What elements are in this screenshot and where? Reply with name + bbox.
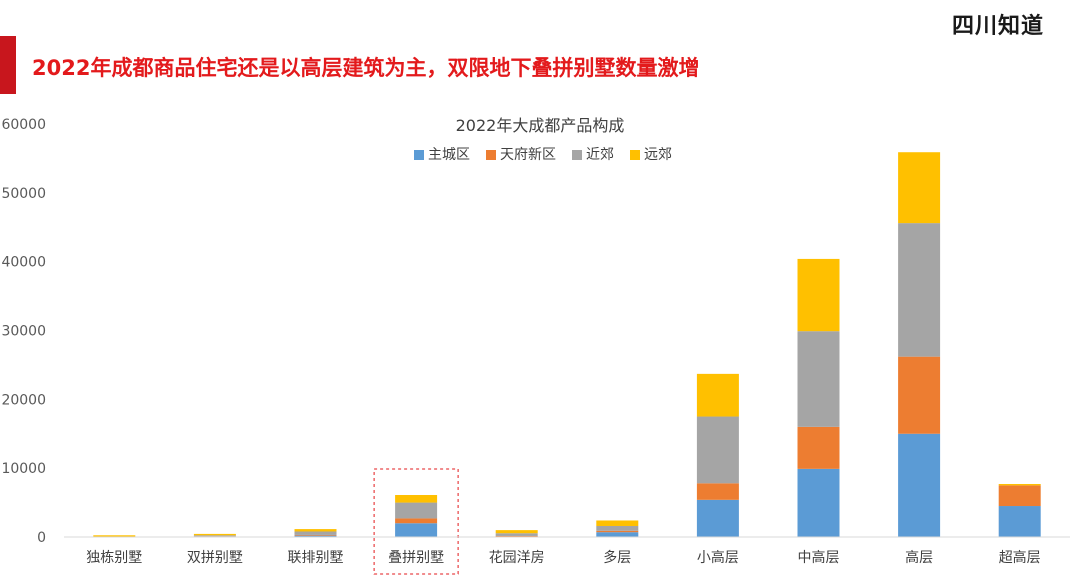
chart-title: 2022年大成都产品构成 — [456, 116, 625, 135]
page-headline: 2022年成都商品住宅还是以高层建筑为主，双限地下叠拼别墅数量激增 — [32, 56, 700, 80]
bar-segment — [596, 532, 639, 537]
x-tick-label: 超高层 — [999, 549, 1041, 566]
bar-segment — [898, 356, 941, 434]
legend-label: 主城区 — [428, 147, 470, 163]
bar-segment — [596, 525, 639, 531]
bar-series — [93, 152, 1041, 575]
bar-segment — [998, 506, 1041, 537]
bar-segment — [898, 152, 941, 224]
bar-segment — [93, 535, 136, 537]
bar-segment — [596, 520, 639, 526]
bar-segment — [696, 499, 739, 537]
bar-segment — [596, 530, 639, 533]
bar-segment — [898, 223, 941, 357]
y-tick-label: 10000 — [1, 461, 46, 477]
logo-text: 四川知道 — [952, 14, 1045, 39]
y-axis: 0 10000 20000 30000 40000 50000 60000 — [1, 117, 46, 546]
y-tick-label: 60000 — [1, 117, 46, 133]
bar-segment — [696, 483, 739, 500]
legend-swatch — [630, 150, 640, 160]
bar-segment — [898, 433, 941, 537]
bar-segment — [495, 535, 538, 537]
bar-segment — [294, 534, 337, 536]
y-tick-label: 40000 — [1, 255, 46, 271]
bar-segment — [696, 373, 739, 417]
legend-label: 天府新区 — [500, 147, 556, 163]
legend-swatch — [572, 150, 582, 160]
y-tick-label: 0 — [37, 530, 46, 546]
bar-segment — [395, 518, 438, 524]
bar-segment — [998, 483, 1041, 486]
x-tick-label: 双拼别墅 — [187, 550, 243, 566]
legend-swatch — [414, 150, 424, 160]
bar-segment — [395, 502, 438, 519]
bar-segment — [797, 468, 840, 537]
bar-segment — [193, 535, 236, 537]
bar-segment — [797, 258, 840, 332]
legend-label: 近郊 — [586, 146, 614, 163]
bar-segment — [193, 533, 236, 536]
bar-segment — [696, 416, 739, 484]
legend-label: 远郊 — [644, 146, 672, 163]
x-tick-label: 联排别墅 — [288, 550, 344, 566]
bar-segment — [395, 495, 438, 503]
bar-segment — [797, 426, 840, 469]
x-tick-label: 高层 — [905, 549, 933, 566]
bar-segment — [294, 535, 337, 537]
x-tick-label: 中高层 — [798, 549, 840, 566]
brand-logo: 四川知道 — [952, 8, 1044, 40]
bar-segment — [294, 531, 337, 535]
x-tick-label: 花园洋房 — [489, 550, 545, 566]
bar-segment — [495, 530, 538, 534]
x-tick-label: 独栋别墅 — [86, 549, 142, 566]
highlight-box — [373, 468, 459, 575]
x-tick-label: 多层 — [603, 549, 631, 566]
y-tick-label: 30000 — [1, 324, 46, 340]
bar-segment — [395, 523, 438, 537]
x-tick-label: 叠拼别墅 — [388, 550, 444, 566]
legend-swatch — [486, 150, 496, 160]
bar-segment — [294, 529, 337, 532]
bar-segment — [797, 331, 840, 427]
bar-segment — [998, 485, 1041, 507]
chart-legend: 主城区 天府新区 近郊 远郊 — [414, 146, 672, 163]
bar-segment — [495, 533, 538, 536]
x-axis: 独栋别墅 双拼别墅 联排别墅 叠拼别墅 花园洋房 多层 小高层 中高层 高层 超高层 — [64, 536, 1070, 566]
y-tick-label: 50000 — [1, 186, 46, 202]
x-tick-label: 小高层 — [697, 549, 739, 566]
y-tick-label: 20000 — [1, 392, 46, 408]
accent-bar — [0, 36, 16, 94]
